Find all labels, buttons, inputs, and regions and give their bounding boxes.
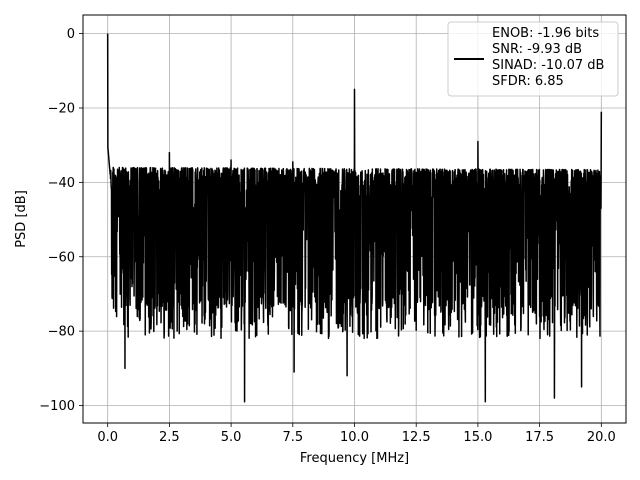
- legend-box: [447, 21, 619, 97]
- y-axis-label: PSD [dB]: [14, 190, 29, 248]
- y-tick-label: −20: [48, 101, 75, 116]
- x-axis-label: Frequency [MHz]: [300, 451, 409, 466]
- y-tick-label: −60: [48, 250, 75, 265]
- axis-ticks: 0.0 2.5 5.0 7.5 10.0 12.5 15.0 17.5 20.0 0 −20 −40 −…: [39, 27, 616, 445]
- x-tick-label: 15.0: [463, 430, 492, 445]
- psd-line: [106, 33, 603, 403]
- legend-sfdr: SFDR: 6.85: [492, 74, 564, 89]
- x-tick-label: 7.5: [282, 430, 303, 445]
- legend: ENOB: -1.96 bits SNR: -9.93 dB SINAD: -1…: [447, 21, 619, 97]
- legend-enob: ENOB: -1.96 bits: [492, 26, 599, 41]
- psd-series: [106, 33, 603, 403]
- x-tick-label: 12.5: [402, 430, 431, 445]
- x-tick-label: 2.5: [159, 430, 180, 445]
- x-tick-label: 20.0: [587, 430, 616, 445]
- x-tick-label: 10.0: [340, 430, 369, 445]
- x-tick-label: 17.5: [525, 430, 554, 445]
- x-tick-label: 0.0: [97, 430, 118, 445]
- x-tick-label: 5.0: [221, 430, 242, 445]
- y-tick-label: −80: [48, 325, 75, 340]
- legend-snr: SNR: -9.93 dB: [492, 42, 582, 57]
- y-tick-label: −40: [48, 176, 75, 191]
- legend-sinad: SINAD: -10.07 dB: [492, 58, 604, 73]
- y-tick-label: 0: [67, 27, 75, 42]
- y-tick-label: −100: [39, 399, 75, 414]
